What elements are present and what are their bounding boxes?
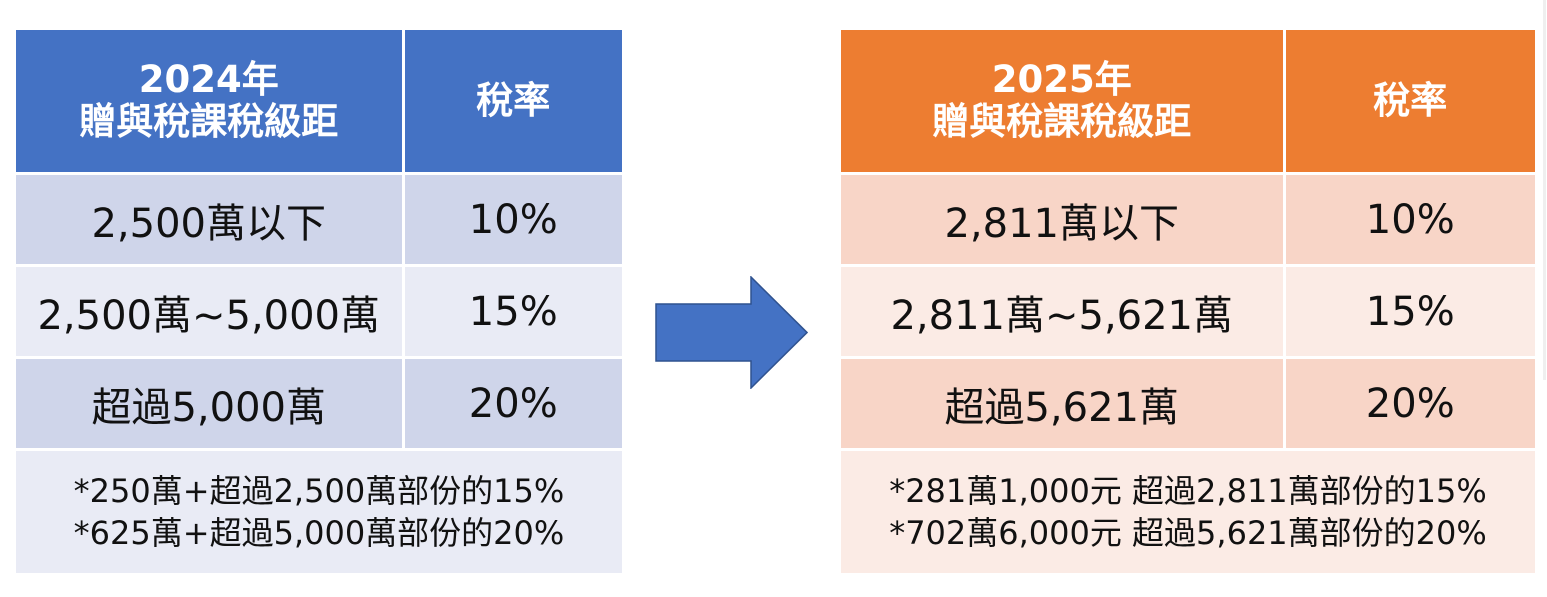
rate-cell: 15% [1282, 264, 1535, 358]
notes-row: *281萬1,000元 超過2,811萬部份的15% *702萬6,000元 超… [841, 448, 1535, 573]
notes-cell: *250萬+超過2,500萬部份的15% *625萬+超過5,000萬部份的20… [16, 448, 622, 573]
table-header-row: 2024年 贈與稅課稅級距 稅率 [16, 30, 622, 174]
notes-cell: *281萬1,000元 超過2,811萬部份的15% *702萬6,000元 超… [841, 448, 1535, 573]
right-arrow-icon [655, 276, 808, 389]
rate-cell: 10% [401, 172, 622, 266]
bracket-cell: 2,811萬以下 [841, 172, 1284, 266]
bracket-header: 2025年 贈與稅課稅級距 [841, 30, 1284, 174]
gift-tax-table-2024: 2024年 贈與稅課稅級距 稅率 2,500萬以下 10% 2,500萬~5,0… [16, 30, 622, 573]
bracket-header-label: 贈與稅課稅級距 [932, 100, 1192, 143]
rate-cell: 20% [1282, 356, 1535, 450]
bracket-cell: 2,811萬~5,621萬 [841, 264, 1284, 358]
year-label: 2025年 [991, 58, 1132, 101]
note-line: *702萬6,000元 超過5,621萬部份的20% [889, 514, 1487, 552]
rate-cell: 15% [401, 264, 622, 358]
bracket-cell: 超過5,621萬 [841, 356, 1284, 450]
year-label: 2024年 [138, 58, 279, 101]
bracket-cell: 2,500萬~5,000萬 [16, 264, 403, 358]
table-row: 2,500萬~5,000萬 15% [16, 264, 622, 358]
rate-header: 稅率 [1282, 30, 1535, 174]
table-row: 超過5,000萬 20% [16, 356, 622, 450]
table-row: 2,500萬以下 10% [16, 172, 622, 266]
note-line: *250萬+超過2,500萬部份的15% [73, 472, 565, 510]
rate-header: 稅率 [401, 30, 622, 174]
bracket-header-label: 贈與稅課稅級距 [79, 100, 339, 143]
table-header-row: 2025年 贈與稅課稅級距 稅率 [841, 30, 1535, 174]
table-row: 2,811萬以下 10% [841, 172, 1535, 266]
bracket-header: 2024年 贈與稅課稅級距 [16, 30, 403, 174]
edge-divider [1543, 0, 1546, 380]
rate-cell: 20% [401, 356, 622, 450]
note-line: *625萬+超過5,000萬部份的20% [73, 514, 565, 552]
bracket-cell: 2,500萬以下 [16, 172, 403, 266]
rate-cell: 10% [1282, 172, 1535, 266]
gift-tax-table-2025: 2025年 贈與稅課稅級距 稅率 2,811萬以下 10% 2,811萬~5,6… [841, 30, 1535, 573]
bracket-cell: 超過5,000萬 [16, 356, 403, 450]
note-line: *281萬1,000元 超過2,811萬部份的15% [889, 472, 1487, 510]
table-row: 2,811萬~5,621萬 15% [841, 264, 1535, 358]
table-row: 超過5,621萬 20% [841, 356, 1535, 450]
notes-row: *250萬+超過2,500萬部份的15% *625萬+超過5,000萬部份的20… [16, 448, 622, 573]
